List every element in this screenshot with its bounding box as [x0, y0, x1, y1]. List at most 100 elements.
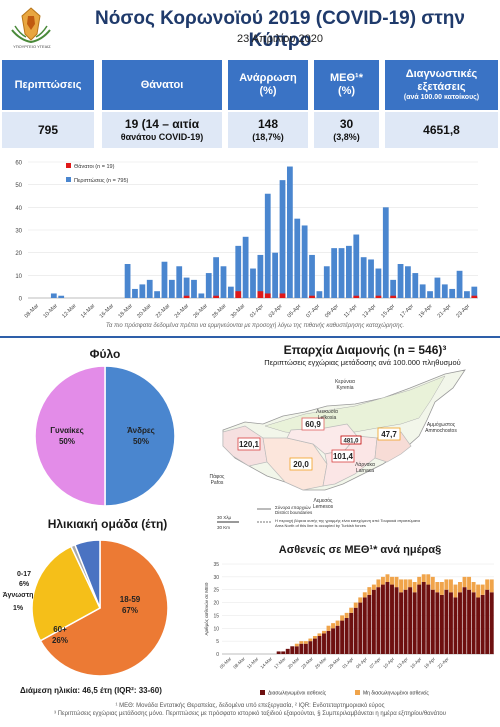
intubated-bar — [358, 602, 363, 654]
death-bar — [471, 295, 478, 298]
epi-footnote: Τα πιο πρόσφατα δεδομένα πρέπει να ερμην… — [105, 323, 405, 329]
page-title: Νόσος Κορωνοϊού 2019 (COVID-19) στην Κύπ… — [95, 8, 465, 51]
non-intubated-bar — [303, 641, 308, 644]
icu-chart-title: Ασθενείς σε ΜΕΘ¹* ανά ημέρα§ — [278, 544, 442, 556]
district-name-latin: Kyrenia — [337, 385, 354, 391]
slice-label: 0-17 — [17, 571, 31, 578]
non-intubated-bar — [340, 615, 345, 621]
district-name: Λάρνακα — [355, 461, 375, 468]
x-tick-label: 19-Apr — [423, 656, 436, 669]
footnote-2: ³ Περιπτώσεις εγχώριας μετάδοσης μόνο. Π… — [53, 710, 447, 717]
death-bar — [390, 295, 397, 298]
scale-km-gr: 30 Χλμ — [217, 515, 232, 520]
district-rate-box — [331, 449, 355, 463]
intubated-bar — [430, 589, 435, 654]
legend-swatch — [355, 690, 360, 695]
case-bar — [368, 259, 374, 298]
case-bar — [168, 279, 175, 298]
intubated-bar — [412, 592, 417, 654]
stat-label: ΜΕΘ¹* — [330, 72, 363, 85]
non-intubated-bar — [408, 579, 413, 588]
x-tick-label: 11-Mar — [246, 656, 260, 670]
intubated-bar — [322, 633, 326, 654]
intubated-bar — [489, 592, 494, 654]
y-tick-label: 15 — [213, 613, 219, 619]
x-tick-label: 21-Apr — [437, 303, 453, 319]
icu-daily-chart: 0 5 10 15 20 25 30 35 Αριθμός ασθενών σε ΜΕΘ 05-M… — [203, 562, 494, 697]
legend-label: Μη διασωληνωμένοι ασθενείς — [363, 690, 429, 697]
non-intubated-bar — [480, 584, 485, 595]
stat-label: Θάνατοι — [140, 78, 184, 91]
intubated-bar — [476, 597, 481, 654]
legend-boundary: Σύνορα επαρχιών — [275, 504, 311, 510]
slice-label: Άνδρες — [127, 426, 155, 435]
intubated-bar — [362, 597, 367, 654]
case-bar — [412, 273, 419, 298]
legend-boundary-en: District boundaries — [275, 510, 313, 515]
x-tick-label: 22-Apr — [437, 656, 450, 669]
slice-value: 1% — [13, 605, 24, 612]
stat-value: 148 (18,7%) — [228, 112, 308, 148]
stat-value: 19 (14 – αιτία θανάτου COVID-19) — [102, 112, 222, 148]
death-bar — [353, 295, 360, 298]
intubated-bar — [408, 587, 413, 654]
intubated-bar — [380, 584, 385, 654]
non-intubated-bar — [412, 582, 417, 593]
intubated-bar — [439, 594, 444, 654]
non-intubated-bar — [349, 607, 354, 613]
case-bar — [382, 207, 389, 298]
x-tick-label: 23-Apr — [455, 303, 471, 319]
non-intubated-bar — [362, 592, 367, 598]
case-bar — [397, 264, 404, 298]
case-bar — [441, 284, 448, 298]
intubated-bar — [444, 589, 449, 654]
non-intubated-bar — [458, 582, 462, 593]
y-tick-label: 50 — [15, 183, 22, 189]
case-bar — [124, 264, 131, 298]
intubated-bar — [303, 643, 308, 654]
y-tick-label: 40 — [15, 206, 22, 212]
stat-label-sub: (%) — [337, 85, 356, 97]
non-intubated-bar — [435, 582, 440, 593]
sex-slice — [104, 365, 176, 507]
case-bar — [205, 273, 212, 298]
stat-value-sub: (3,8%) — [333, 131, 360, 142]
case-bar — [235, 245, 242, 298]
x-tick-label: 20-Mar — [136, 303, 153, 320]
y-axis-label: Αριθμός ασθενών σε ΜΕΘ — [203, 582, 209, 636]
case-bar — [220, 266, 227, 298]
district-rate: 60,9 — [305, 420, 321, 429]
x-tick-label: 05-Apr — [287, 303, 303, 319]
stat-header: Ανάρρωση (%) — [228, 60, 308, 110]
logo-caption: ΥΠΟΥΡΓΕΙΟ ΥΓΕΙΑΣ — [13, 44, 51, 49]
death-bar — [183, 295, 190, 298]
death-bar — [375, 295, 382, 298]
x-tick-label: 23-Mar — [300, 656, 314, 670]
y-tick-label: 0 — [19, 297, 23, 303]
y-tick-label: 35 — [213, 562, 219, 568]
legend-swatch — [66, 163, 71, 168]
intubated-bar — [394, 587, 399, 654]
non-intubated-bar — [294, 643, 299, 647]
footnotes: ¹ ΜΕΘ: Μονάδα Εντατικής Θεραπείας, δεδομ… — [0, 703, 500, 719]
y-tick-label: 30 — [213, 575, 219, 581]
case-bar — [132, 288, 138, 298]
stat-label: Διαγνωστικές εξετάσεις — [405, 68, 478, 93]
non-intubated-bar — [489, 579, 494, 593]
slice-label: Άγνωστη — [3, 592, 34, 599]
intubated-bar — [399, 592, 404, 654]
non-intubated-bar — [331, 623, 336, 629]
x-tick-label: 13-Apr — [396, 656, 409, 669]
case-bar — [191, 279, 197, 298]
slice-value: 67% — [122, 606, 138, 615]
district-rate-box — [237, 437, 261, 451]
non-intubated-bar — [344, 612, 349, 618]
non-intubated-bar — [444, 579, 449, 590]
y-tick-label: 20 — [15, 251, 22, 257]
case-bar — [353, 234, 360, 298]
age-chart-title: Ηλικιακή ομάδα (έτη) — [47, 517, 168, 531]
non-intubated-bar — [394, 576, 399, 588]
intubated-bar — [458, 592, 462, 654]
death-bar — [257, 291, 264, 298]
x-tick-label: 22-Mar — [155, 303, 172, 320]
